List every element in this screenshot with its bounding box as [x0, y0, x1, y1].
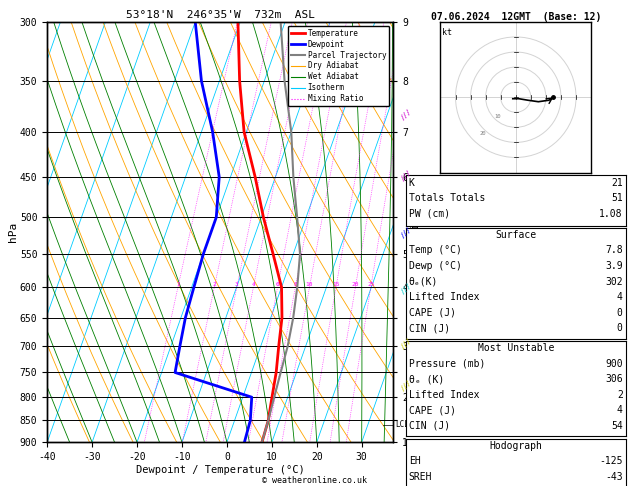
Text: ///: ///: [399, 337, 413, 350]
Text: 3.9: 3.9: [605, 261, 623, 271]
Text: CAPE (J): CAPE (J): [409, 405, 456, 416]
Text: 15: 15: [332, 282, 340, 287]
Text: 21: 21: [611, 178, 623, 188]
Text: -43: -43: [605, 472, 623, 482]
Text: ///: ///: [399, 282, 413, 295]
Legend: Temperature, Dewpoint, Parcel Trajectory, Dry Adiabat, Wet Adiabat, Isotherm, Mi: Temperature, Dewpoint, Parcel Trajectory…: [287, 26, 389, 106]
Text: Most Unstable: Most Unstable: [477, 343, 554, 353]
Text: Pressure (mb): Pressure (mb): [409, 359, 485, 369]
Text: CIN (J): CIN (J): [409, 421, 450, 431]
Text: Totals Totals: Totals Totals: [409, 193, 485, 204]
Text: CIN (J): CIN (J): [409, 323, 450, 333]
Text: θₑ(K): θₑ(K): [409, 277, 438, 287]
Text: © weatheronline.co.uk: © weatheronline.co.uk: [262, 476, 367, 485]
Text: θₑ (K): θₑ (K): [409, 374, 444, 384]
Text: ///: ///: [399, 226, 413, 239]
Text: 2: 2: [213, 282, 216, 287]
Text: Lifted Index: Lifted Index: [409, 390, 479, 400]
Text: 302: 302: [605, 277, 623, 287]
Text: 7.8: 7.8: [605, 245, 623, 256]
Text: Lifted Index: Lifted Index: [409, 292, 479, 302]
Text: 0: 0: [617, 323, 623, 333]
Text: 07.06.2024  12GMT  (Base: 12): 07.06.2024 12GMT (Base: 12): [431, 12, 601, 22]
Text: 10: 10: [306, 282, 313, 287]
Text: kt: kt: [442, 28, 452, 37]
Text: 900: 900: [605, 359, 623, 369]
Text: 3: 3: [235, 282, 239, 287]
Text: 1.08: 1.08: [599, 209, 623, 219]
Text: 20: 20: [352, 282, 359, 287]
Text: Dewp (°C): Dewp (°C): [409, 261, 462, 271]
Text: EH: EH: [409, 456, 421, 467]
Text: ///: ///: [399, 108, 413, 121]
Text: 51: 51: [611, 193, 623, 204]
Text: -125: -125: [599, 456, 623, 467]
Text: 20: 20: [479, 131, 486, 136]
Text: 0: 0: [617, 308, 623, 318]
Y-axis label: hPa: hPa: [8, 222, 18, 242]
Text: Temp (°C): Temp (°C): [409, 245, 462, 256]
Text: ///: ///: [399, 169, 413, 182]
Text: 4: 4: [617, 405, 623, 416]
Text: PW (cm): PW (cm): [409, 209, 450, 219]
Text: 306: 306: [605, 374, 623, 384]
Text: Surface: Surface: [495, 230, 537, 240]
Text: 6: 6: [276, 282, 279, 287]
Text: K: K: [409, 178, 415, 188]
Y-axis label: Mixing Ratio (g/kg): Mixing Ratio (g/kg): [411, 176, 421, 288]
X-axis label: Dewpoint / Temperature (°C): Dewpoint / Temperature (°C): [136, 465, 304, 475]
Title: 53°18'N  246°35'W  732m  ASL: 53°18'N 246°35'W 732m ASL: [126, 10, 314, 20]
Text: 8: 8: [294, 282, 298, 287]
Text: 4: 4: [252, 282, 255, 287]
Text: 25: 25: [367, 282, 375, 287]
Text: 54: 54: [611, 421, 623, 431]
Text: ///: ///: [399, 379, 413, 392]
Text: SREH: SREH: [409, 472, 432, 482]
Text: 10: 10: [494, 114, 501, 119]
Text: 2: 2: [617, 390, 623, 400]
Text: 4: 4: [617, 292, 623, 302]
Text: Hodograph: Hodograph: [489, 441, 542, 451]
Text: LCL: LCL: [395, 420, 409, 429]
Text: CAPE (J): CAPE (J): [409, 308, 456, 318]
Text: 1: 1: [176, 282, 180, 287]
